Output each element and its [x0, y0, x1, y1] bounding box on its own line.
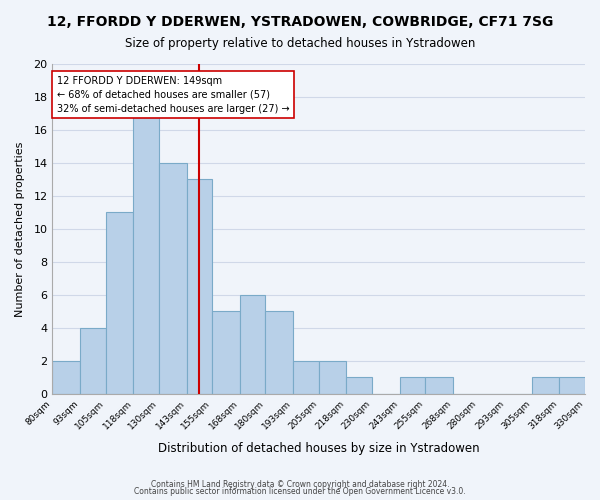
- Bar: [265, 312, 293, 394]
- Bar: [532, 378, 559, 394]
- Text: 12 FFORDD Y DDERWEN: 149sqm
← 68% of detached houses are smaller (57)
32% of sem: 12 FFORDD Y DDERWEN: 149sqm ← 68% of det…: [56, 76, 289, 114]
- Bar: [159, 163, 187, 394]
- Bar: [346, 378, 372, 394]
- Bar: [400, 378, 425, 394]
- Bar: [52, 361, 80, 394]
- Bar: [425, 378, 453, 394]
- Text: Contains public sector information licensed under the Open Government Licence v3: Contains public sector information licen…: [134, 488, 466, 496]
- Bar: [212, 312, 240, 394]
- Bar: [240, 295, 265, 394]
- Bar: [319, 361, 346, 394]
- Bar: [293, 361, 319, 394]
- Bar: [80, 328, 106, 394]
- Y-axis label: Number of detached properties: Number of detached properties: [15, 142, 25, 316]
- Text: Size of property relative to detached houses in Ystradowen: Size of property relative to detached ho…: [125, 38, 475, 51]
- Bar: [187, 180, 212, 394]
- Text: Contains HM Land Registry data © Crown copyright and database right 2024.: Contains HM Land Registry data © Crown c…: [151, 480, 449, 489]
- Bar: [559, 378, 585, 394]
- Bar: [133, 114, 159, 394]
- X-axis label: Distribution of detached houses by size in Ystradowen: Distribution of detached houses by size …: [158, 442, 479, 455]
- Bar: [106, 212, 133, 394]
- Text: 12, FFORDD Y DDERWEN, YSTRADOWEN, COWBRIDGE, CF71 7SG: 12, FFORDD Y DDERWEN, YSTRADOWEN, COWBRI…: [47, 15, 553, 29]
